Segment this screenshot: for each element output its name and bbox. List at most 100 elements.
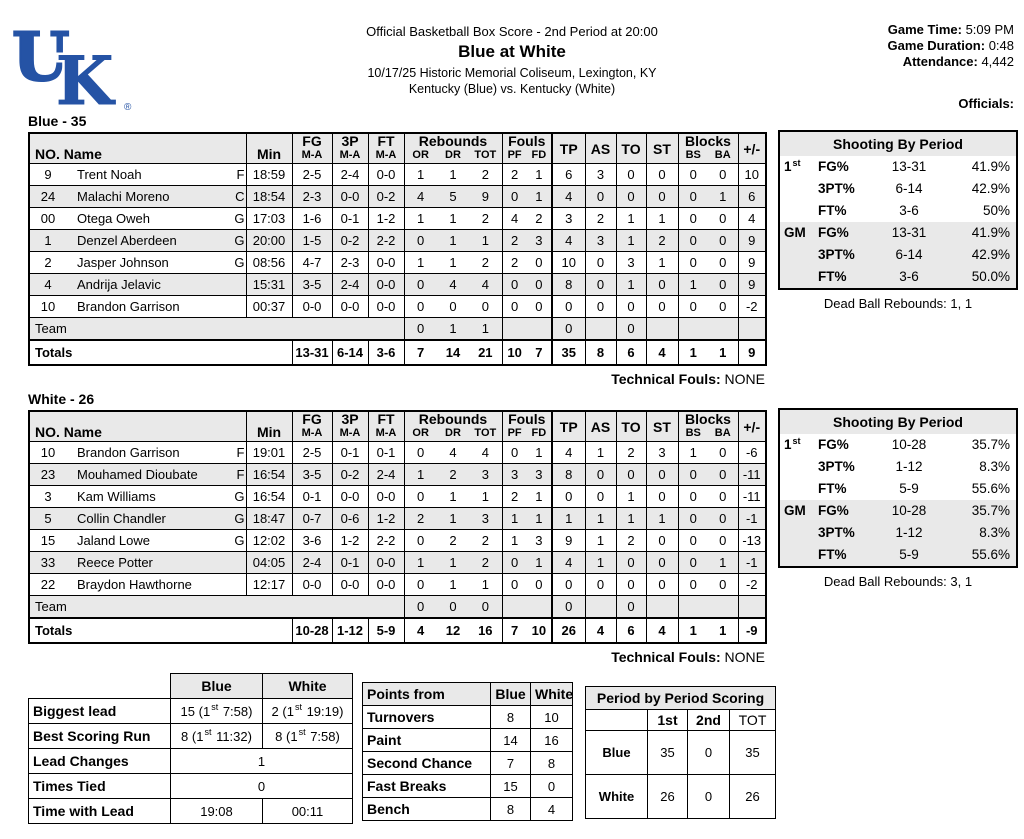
stat-cell: 08:56	[245, 251, 293, 274]
player-row: 15 Jaland Lowe G 12:02 3-6 1-2 2-2 0 2 2 1 3 9 1 2 0 0 0-…	[28, 529, 767, 552]
stat-cell: -11	[737, 463, 767, 486]
stat-cell: 3-6	[291, 529, 333, 552]
stat-cell: 2-2	[367, 229, 405, 252]
period-scoring-table: Period by Period Scoring 1st 2nd TOT Blu…	[584, 686, 777, 819]
stat-cell: 0	[615, 463, 647, 486]
player-number: 1	[44, 233, 52, 248]
logo-letter-k: K	[56, 42, 116, 114]
game-header: Official Basketball Box Score - 2nd Peri…	[0, 24, 1024, 97]
player-name: Mouhamed Dioubate	[77, 467, 198, 482]
stat-cell: 0-0	[331, 185, 369, 208]
player-row: 3 Kam Williams G 16:54 0-1 0-0 0-0 0 1 1 2 1 0 0 1 0 0 0-…	[28, 485, 767, 508]
player-name: Reece Potter	[77, 555, 153, 570]
lead-header-row: Blue White	[28, 673, 353, 699]
player-name: Collin Chandler	[77, 511, 166, 526]
stat-cell: 0-0	[367, 573, 405, 596]
stat-cell: 0-1	[291, 485, 333, 508]
player-name: Jaland Lowe	[77, 533, 150, 548]
shooting-row: GM FG% 13-31 41.9%	[780, 222, 1016, 244]
stat-cell: 1-6	[291, 207, 333, 230]
technical-fouls-line: Technical Fouls: NONE	[611, 649, 765, 665]
stat-cell: 0-2	[331, 229, 369, 252]
player-position: G	[234, 233, 245, 248]
shooting-row: 3PT% 6-14 42.9%	[780, 244, 1016, 266]
shooting-row: 1st FG% 10-28 35.7%	[784, 435, 1010, 452]
stat-cell: 0	[645, 485, 679, 508]
lead-summary-table: Blue White Biggest lead 15 (1st 7:58) 2 …	[28, 673, 353, 824]
player-row: 24 Malachi Moreno C 18:54 2-3 0-0 0-2 4 5 9 0 1 4 0 0 0…	[28, 185, 767, 208]
col-fg: FG M-A	[291, 410, 333, 442]
points-from-label: Points from	[362, 682, 491, 706]
stat-cell: 3	[615, 251, 647, 274]
stat-cell: 0	[615, 551, 647, 574]
stat-cell: 1-5	[291, 229, 333, 252]
stat-cell: 0	[615, 163, 647, 186]
stat-cell: 1	[584, 551, 617, 574]
stat-cell: -1	[737, 551, 767, 574]
totals-row: Totals 10-28 1-12 5-9 4 12 16 7 10 26 4 6 4…	[28, 617, 767, 644]
col-3p: 3P M-A	[331, 132, 369, 164]
col-blocks: Blocks BS BA	[677, 410, 739, 442]
stat-cell: 0-2	[331, 463, 369, 486]
stat-cell: 8	[551, 463, 586, 486]
col-no-name: NO. Name	[28, 132, 247, 164]
points-from-table: Points from Blue White Turnovers 8 10 Pain…	[362, 682, 573, 821]
stat-cell: 0	[645, 463, 679, 486]
player-position: G	[234, 533, 245, 548]
team-title: Blue - 35	[28, 113, 87, 129]
stat-cell: 10	[551, 251, 586, 274]
col-rebounds: Rebounds OR DR TOT	[403, 410, 503, 442]
shooting-row: FT% 5-9 55.6%	[818, 481, 1010, 496]
attendance-line: Attendance: 4,442	[902, 54, 1014, 69]
player-position: G	[234, 511, 245, 526]
player-row: 00 Otega Oweh G 17:03 1-6 0-1 1-2 1 1 2 4 2 3 2 1 1 0 0 4	[28, 207, 767, 230]
stat-cell: 9	[551, 529, 586, 552]
stat-cell: 1	[645, 251, 679, 274]
col-blue: Blue	[170, 673, 263, 699]
stat-cell: 0	[615, 573, 647, 596]
dead-ball-rebounds: Dead Ball Rebounds: 1, 1	[823, 296, 973, 311]
stat-cell: 1-2	[367, 507, 405, 530]
totals-row: Totals 13-31 6-14 3-6 7 14 21 10 7 35 8 6 4…	[28, 339, 767, 366]
stat-cell: 3	[584, 229, 617, 252]
player-number: 3	[44, 489, 52, 504]
shooting-row: GM FG% 10-28 35.7%	[780, 500, 1016, 522]
stat-cell: 0	[551, 573, 586, 596]
col-white: White	[530, 682, 573, 706]
stat-cell: 0	[615, 295, 647, 318]
players-body: 9 Trent Noah F 18:59 2-5 2-4 0-0 1 1 2 2 1 6 3 0 0 0 0 10 2…	[28, 163, 767, 318]
stat-cell: 0	[645, 529, 679, 552]
stat-cell: 2	[615, 441, 647, 464]
stat-cell: 0-2	[367, 185, 405, 208]
stat-cell: 2-3	[331, 251, 369, 274]
player-name-cell: 2 Jasper Johnson G	[28, 251, 247, 274]
player-row: 23 Mouhamed Dioubate F 16:54 3-5 0-2 2-4 1 2 3 3 3 8…	[28, 463, 767, 486]
shooting-title: Shooting By Period	[780, 132, 1016, 156]
col-plusminus: +/-	[737, 132, 767, 164]
shooting-by-period-white: Shooting By Period 1st FG% 10-28 35.7% 3PT% 1…	[778, 408, 1018, 589]
player-number: 5	[44, 511, 52, 526]
period-score-row: White 26 0 26	[585, 774, 777, 819]
table-header-row: NO. Name Min FG M-A 3P M-A FT M-A Rebounds O…	[28, 410, 767, 442]
team-title: White - 26	[28, 391, 95, 407]
stat-cell: 0-0	[367, 251, 405, 274]
col-ft: FT M-A	[367, 410, 405, 442]
stat-cell: 18:59	[245, 163, 293, 186]
stat-cell: 0-0	[331, 573, 369, 596]
stat-cell: 9	[737, 273, 767, 296]
stat-cell: 3	[551, 207, 586, 230]
player-number: 10	[40, 445, 56, 460]
stat-cell: 0	[584, 185, 617, 208]
shooting-rows: 1st FG% 10-28 35.7% 3PT% 1-12 8.3% FT% 5-9 55.6% G…	[780, 434, 1016, 566]
stat-cell: 19:01	[245, 441, 293, 464]
